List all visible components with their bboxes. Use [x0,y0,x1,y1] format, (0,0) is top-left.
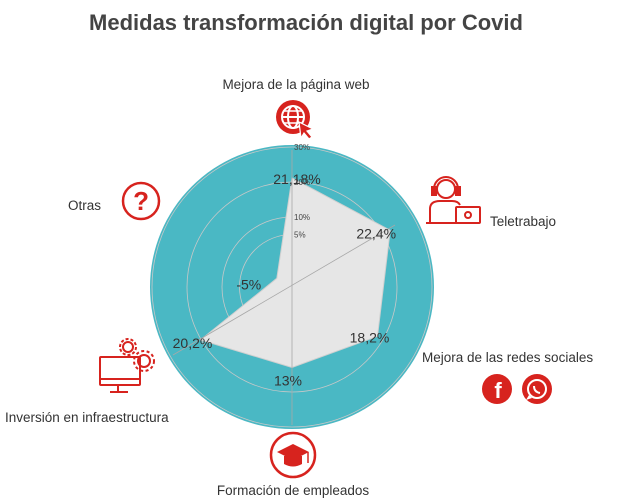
tick-label: 5% [294,231,306,240]
svg-text:f: f [494,378,502,403]
grid-circle [151,146,433,428]
question-icon: ? [121,181,161,221]
whatsapp-icon [522,374,552,404]
tick-label: 10% [294,213,310,222]
value-label: 22,4% [356,225,396,241]
svg-text:?: ? [133,186,149,216]
globe-cursor-icon [276,100,315,140]
headset-operator-icon [426,176,481,224]
category-label: Mejora de la página web [222,77,369,92]
category-label: Otras [68,198,101,213]
value-labels: 21,18% 22,4% 18,2% 13% 20,2% -5% [173,171,396,389]
tick-labels: 5% 10% 20% 30% [294,143,310,240]
tick-label: 20% [294,178,310,187]
value-label: 13% [274,373,302,389]
value-label: 21,18% [273,171,320,187]
facebook-icon: f [482,374,512,404]
graduation-cap-icon [269,431,317,479]
value-label: 18,2% [350,329,390,345]
category-label: Formación de empleados [217,483,370,498]
value-label: -5% [236,276,261,292]
chart-title: Medidas transformación digital por Covid [89,10,523,35]
value-label: 20,2% [173,335,213,351]
category-labels: Mejora de la página web Teletrabajo Mejora… [5,77,593,498]
category-label: Mejora de las redes sociales [422,350,593,365]
category-label: Teletrabajo [490,214,556,229]
category-label: Inversión en infraestructura [5,410,169,425]
diagonal-axis-line [172,224,396,356]
tick-label: 30% [294,143,310,152]
computer-gears-icon [99,338,155,393]
